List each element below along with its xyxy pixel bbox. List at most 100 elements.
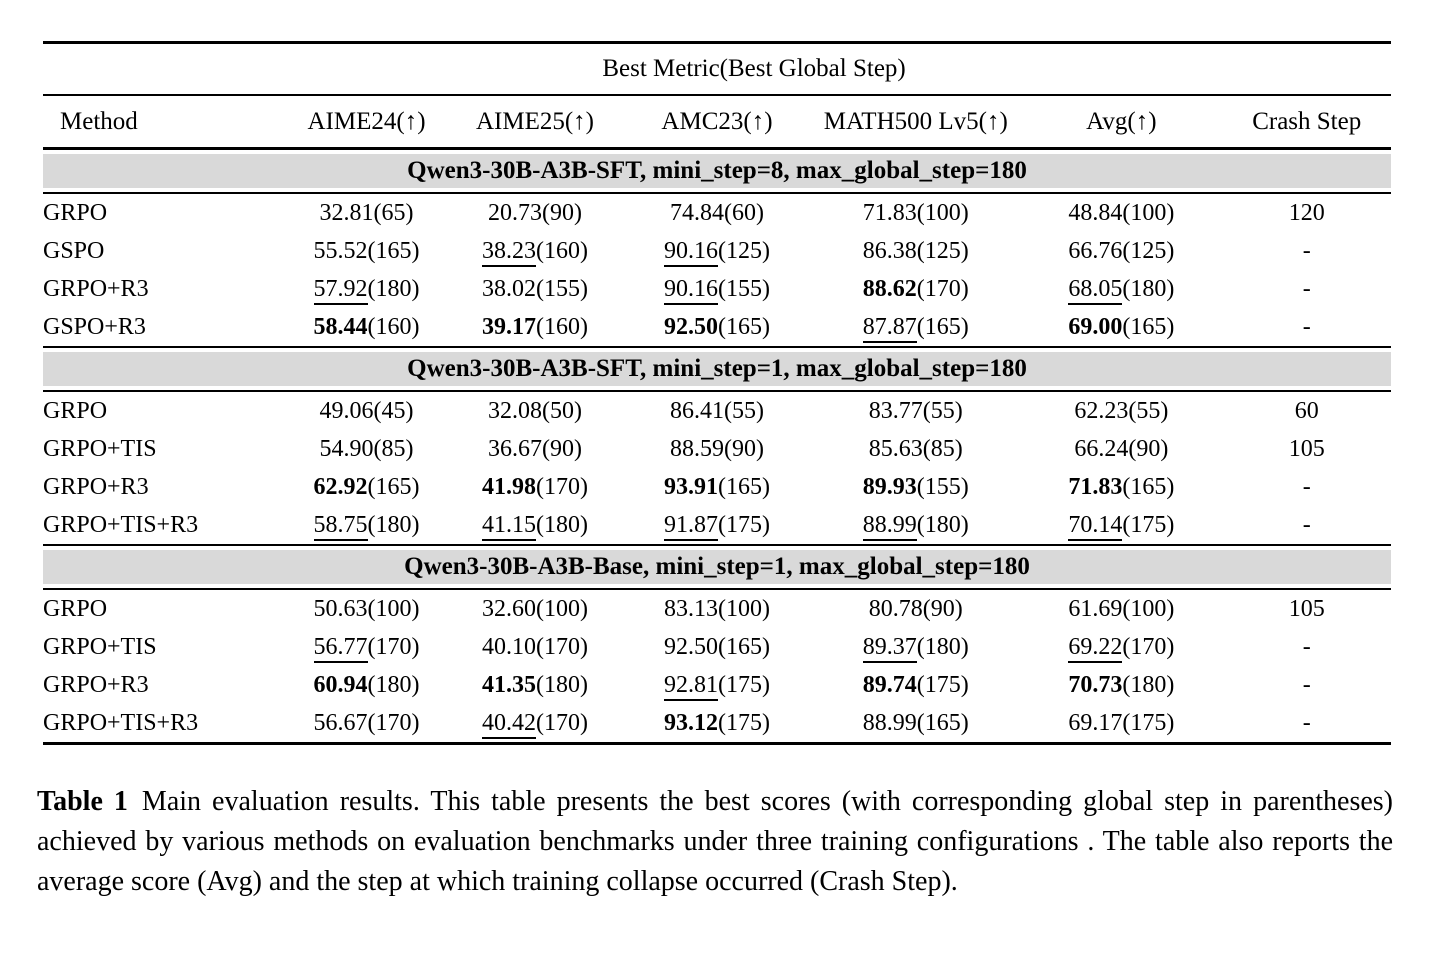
column-header-amc23: AMC23(↑) (622, 95, 812, 150)
score-value: 32.08 (488, 397, 542, 424)
step-value: (175) (1122, 511, 1175, 538)
score-value: 88.99 (862, 511, 917, 541)
crash-step-cell: - (1302, 671, 1311, 698)
score-cell: 89.74(175) (811, 666, 1020, 704)
score-value: 62.23 (1074, 397, 1129, 424)
score-value: 20.73 (488, 199, 542, 226)
crash-step-cell: - (1302, 275, 1311, 302)
score-cell: 41.15(180) (447, 506, 622, 545)
score-value: 74.84 (669, 199, 724, 226)
score-cell: 88.99(180) (811, 506, 1020, 545)
results-table: Best Metric(Best Global Step) Method AIM… (43, 41, 1391, 745)
step-value: (175) (717, 511, 770, 538)
method-cell: GRPO (43, 397, 108, 424)
step-value: (55) (723, 397, 764, 424)
score-cell: 41.35(180) (447, 666, 622, 704)
score-cell: 69.00(165) (1020, 308, 1222, 347)
step-value: (170) (367, 709, 420, 736)
score-value: 88.62 (862, 275, 917, 302)
score-value: 38.23 (482, 237, 536, 267)
step-value: (155) (536, 275, 588, 302)
caption-label: Table 1 (37, 786, 128, 817)
span-header-row: Best Metric(Best Global Step) (43, 42, 1391, 96)
table-row: GSPO+R3 58.44(160) 39.17(160) 92.50(165) 87.… (43, 308, 1391, 347)
score-cell: 40.10(170) (447, 628, 622, 666)
section-header-cell: Qwen3-30B-A3B-SFT, mini_step=8, max_glob… (43, 147, 1391, 194)
step-value: (125) (717, 237, 770, 264)
score-value: 92.81 (663, 671, 718, 701)
score-value: 40.42 (482, 709, 536, 739)
step-value: (180) (916, 511, 969, 538)
score-cell: 38.23(160) (447, 232, 622, 270)
column-header-method: Method (43, 95, 286, 150)
step-value: (180) (536, 671, 588, 698)
step-value: (180) (916, 633, 969, 660)
score-value: 58.44 (313, 313, 368, 340)
score-cell: 54.90(85) (286, 430, 448, 468)
method-cell: GRPO (43, 595, 108, 622)
score-cell: 88.59(90) (623, 430, 812, 468)
table-row: GRPO 50.63(100) 32.60(100) 83.13(100) 80.78(… (43, 589, 1391, 628)
score-cell: 32.08(50) (447, 391, 622, 430)
step-value: (165) (916, 709, 969, 736)
score-value: 89.93 (862, 473, 917, 500)
column-header-row: Method AIME24(↑) AIME25(↑) AMC23(↑) MATH… (43, 95, 1391, 150)
step-value: (55) (922, 397, 963, 424)
step-value: (100) (1122, 595, 1175, 622)
score-value: 89.74 (862, 671, 917, 698)
score-cell: 74.84(60) (623, 193, 812, 232)
score-value: 66.24 (1074, 435, 1129, 462)
score-value: 54.90 (319, 435, 374, 462)
score-value: 68.05 (1068, 275, 1123, 305)
score-value: 32.81 (319, 199, 374, 226)
step-value: (100) (367, 595, 420, 622)
step-value: (180) (367, 511, 420, 538)
crash-step-cell: - (1302, 709, 1311, 736)
score-value: 86.41 (669, 397, 724, 424)
score-value: 91.87 (663, 511, 718, 541)
method-cell: GRPO (43, 199, 108, 226)
section-header-cell: Qwen3-30B-A3B-SFT, mini_step=1, max_glob… (43, 346, 1391, 392)
table-caption: Table 1 Main evaluation results. This tab… (37, 782, 1393, 902)
score-value: 71.83 (862, 199, 917, 226)
score-cell: 88.62(170) (811, 270, 1020, 308)
step-value: (90) (922, 595, 963, 622)
method-cell: GRPO+R3 (43, 275, 149, 302)
score-value: 88.59 (669, 435, 724, 462)
column-header-math500: MATH500 Lv5(↑) (811, 95, 1021, 150)
section-header-row: Qwen3-30B-A3B-SFT, mini_step=8, max_glob… (43, 147, 1391, 194)
crash-step-cell: - (1302, 313, 1311, 340)
score-value: 56.67 (313, 709, 368, 736)
score-cell: 86.41(55) (623, 391, 812, 430)
crash-step-cell: 60 (1294, 397, 1319, 424)
score-value: 70.14 (1068, 511, 1123, 541)
score-value: 48.84 (1068, 199, 1123, 226)
column-header-aime24: AIME24(↑) (285, 95, 448, 150)
score-value: 57.92 (313, 275, 368, 305)
score-cell: 85.63(85) (811, 430, 1020, 468)
score-cell: 50.63(100) (286, 589, 448, 628)
step-value: (170) (536, 473, 588, 500)
step-value: (90) (1128, 435, 1169, 462)
step-value: (45) (373, 397, 414, 424)
step-value: (175) (717, 709, 770, 736)
section-header-cell: Qwen3-30B-A3B-Base, mini_step=1, max_glo… (43, 544, 1391, 590)
score-value: 56.77 (313, 633, 368, 663)
span-header-spacer-right (1222, 42, 1391, 96)
score-value: 92.50 (663, 313, 718, 340)
score-value: 66.76 (1068, 237, 1123, 264)
step-value: (155) (717, 275, 770, 302)
score-cell: 89.93(155) (811, 468, 1020, 506)
score-value: 70.73 (1068, 671, 1123, 698)
table-row: GRPO 32.81(65) 20.73(90) 74.84(60) 71.83(100… (43, 193, 1391, 232)
score-cell: 91.87(175) (623, 506, 812, 545)
best-metric-header: Best Metric(Best Global Step) (285, 42, 1223, 96)
step-value: (160) (536, 313, 588, 340)
score-cell: 69.22(170) (1020, 628, 1222, 666)
score-cell: 56.67(170) (286, 704, 448, 744)
score-cell: 36.67(90) (447, 430, 622, 468)
score-value: 41.98 (482, 473, 536, 500)
crash-step-cell: 105 (1288, 435, 1325, 462)
score-cell: 80.78(90) (811, 589, 1020, 628)
